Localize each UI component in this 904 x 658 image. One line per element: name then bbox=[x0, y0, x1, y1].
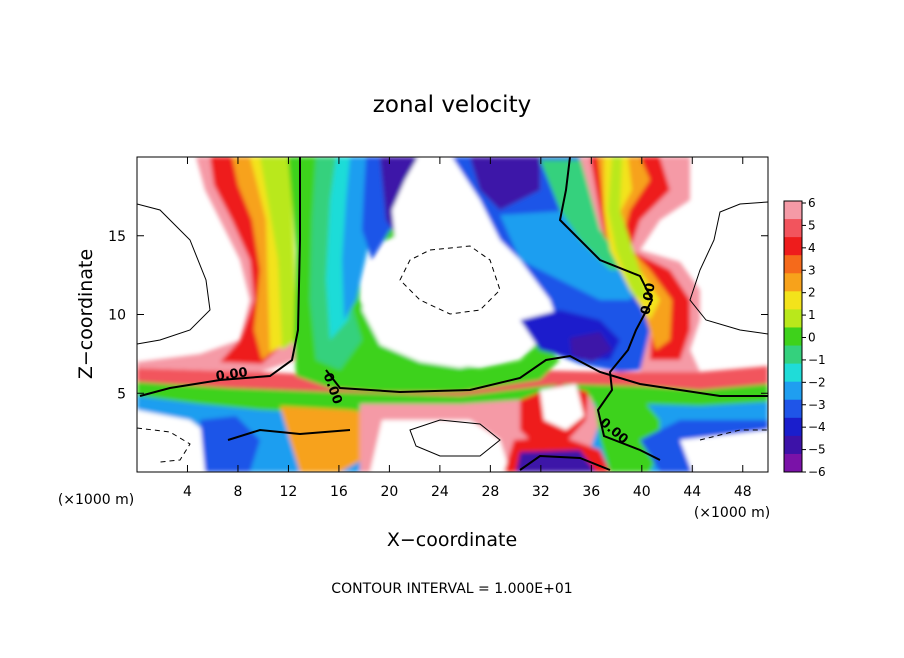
colorbar-segment bbox=[784, 435, 802, 455]
x-tick-label: 12 bbox=[280, 484, 298, 500]
colorbar-segment bbox=[784, 219, 802, 238]
colorbar-segment bbox=[784, 273, 802, 292]
y-axis-label: Z−coordinate bbox=[75, 249, 97, 379]
contour-lines bbox=[137, 157, 768, 471]
heatmap-field bbox=[137, 157, 768, 472]
contour-label: 0.00 bbox=[215, 365, 249, 384]
colorbar-segment bbox=[784, 291, 802, 310]
colorbar-tick-label: −1 bbox=[808, 353, 826, 367]
colorbar-segment bbox=[784, 381, 802, 401]
colorbar-segment bbox=[784, 201, 802, 220]
colorbar-segment bbox=[784, 237, 802, 256]
x-tick-label: 20 bbox=[380, 484, 398, 500]
y-tick-label: 10 bbox=[108, 308, 126, 324]
colorbar-tick-label: 5 bbox=[808, 218, 816, 232]
colorbar-segment bbox=[784, 345, 802, 365]
colorbar-tick-label: −5 bbox=[808, 443, 826, 457]
y-axis-ticks: 5 10 15 bbox=[108, 229, 768, 402]
colorbar-tick-label: 2 bbox=[808, 286, 816, 300]
colorbar-frame bbox=[783, 200, 803, 473]
colorbar-segment bbox=[784, 399, 802, 419]
x-units-label: (×1000 m) bbox=[694, 505, 770, 521]
colorbar-segment bbox=[784, 327, 802, 347]
x-tick-label: 48 bbox=[734, 484, 752, 500]
contour-interval-note: CONTOUR INTERVAL = 1.000E+01 bbox=[331, 581, 572, 597]
colorbar-tick-label: −3 bbox=[808, 398, 826, 412]
colorbar-tick-label: −2 bbox=[808, 375, 826, 389]
colorbar-tick-label: 6 bbox=[808, 196, 816, 210]
colorbar-segment bbox=[784, 255, 802, 274]
colorbar-segment bbox=[784, 363, 802, 383]
colorbar-segment bbox=[784, 309, 802, 328]
colorbar-tick-label: 4 bbox=[808, 241, 816, 255]
x-tick-label: 32 bbox=[532, 484, 550, 500]
chart-title: zonal velocity bbox=[373, 92, 531, 118]
x-axis-ticks: 4 8 12 16 20 24 28 32 36 40 44 48 bbox=[183, 157, 752, 500]
contour-label: 0.00 bbox=[638, 282, 658, 316]
x-tick-label: 36 bbox=[582, 484, 600, 500]
colorbar-tick-label: −4 bbox=[808, 420, 826, 434]
x-tick-label: 4 bbox=[183, 484, 192, 500]
colorbar-segment bbox=[784, 453, 802, 473]
y-tick-label: 15 bbox=[108, 229, 126, 245]
colorbar-tick-label: 1 bbox=[808, 308, 816, 322]
x-tick-label: 44 bbox=[683, 484, 701, 500]
colorbar-tick-label: 3 bbox=[808, 263, 816, 277]
x-axis-label: X−coordinate bbox=[387, 529, 517, 551]
colorbar: 6 5 4 3 2 1 0 −1 −2 −3 −4 −5 −6 bbox=[783, 196, 826, 479]
x-tick-label: 16 bbox=[330, 484, 348, 500]
x-tick-label: 28 bbox=[481, 484, 499, 500]
y-tick-label: 5 bbox=[117, 386, 126, 402]
x-tick-label: 40 bbox=[633, 484, 651, 500]
colorbar-segment bbox=[784, 417, 802, 437]
x-tick-label: 8 bbox=[233, 484, 242, 500]
colorbar-tick-label: 0 bbox=[808, 331, 816, 345]
y-units-label: (×1000 m) bbox=[58, 492, 134, 508]
colorbar-tick-label: −6 bbox=[808, 465, 826, 479]
x-tick-label: 24 bbox=[431, 484, 449, 500]
